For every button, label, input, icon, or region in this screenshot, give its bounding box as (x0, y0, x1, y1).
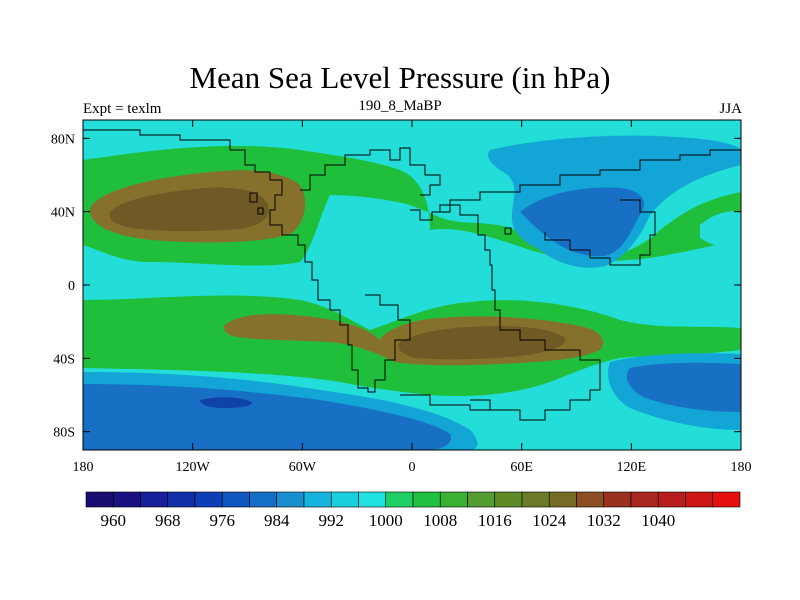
lon-tick-label: 120E (617, 460, 647, 475)
season-label: JJA (719, 101, 742, 117)
colorbar-swatch (657, 491, 686, 508)
lon-tick-label: 0 (409, 460, 416, 475)
lon-tick-label: 180 (731, 460, 752, 475)
colorbar-swatch (167, 491, 196, 508)
colorbar-swatch (439, 491, 468, 508)
colorbar-label: 1008 (423, 511, 457, 530)
coastline-island (249, 192, 258, 203)
coastlines (83, 129, 741, 421)
period-label: 190_8_MaBP (358, 98, 442, 114)
axis-ticks: 180 120W 60W 0 60E 120E 180 80N 40N 0 40S 80S (51, 120, 752, 475)
coastline-island-3 (504, 227, 512, 235)
colorbar-swatch (685, 491, 714, 508)
coastline-antarctic (400, 394, 500, 411)
field-blue-southeast (626, 362, 741, 412)
colorbar-label: 992 (319, 511, 345, 530)
colorbar-swatch (494, 491, 523, 508)
colorbar-swatch (249, 491, 278, 508)
colorbar-label: 968 (155, 511, 181, 530)
coastline-north-america (83, 129, 331, 310)
lat-tick-label: 40S (53, 352, 75, 367)
colorbar-label: 1040 (641, 511, 675, 530)
lat-tick-label: 80N (51, 132, 75, 147)
field-darkblue-south (118, 392, 339, 432)
coastline-asia (440, 149, 741, 213)
colorbar-swatch (221, 491, 250, 508)
pressure-field (83, 120, 741, 450)
colorbar-label: 960 (101, 511, 127, 530)
colorbar: 960 968 976 984 992 1000 1008 1016 1024 1032 1040 (85, 491, 741, 530)
coastline-greenland-europe (300, 147, 441, 196)
lon-tick-label: 60W (289, 460, 317, 475)
field-blue-asia (520, 187, 644, 257)
colorbar-swatch (712, 491, 741, 508)
colorbar-swatch (140, 491, 169, 508)
field-olive-south-core (398, 326, 566, 360)
colorbar-swatch (194, 491, 223, 508)
coastline-south-america (330, 294, 411, 393)
lat-tick-label: 40N (51, 206, 75, 221)
lon-tick-label: 180 (73, 460, 94, 475)
lat-tick-label: 0 (68, 279, 75, 294)
lat-tick-label: 80S (53, 426, 75, 441)
colorbar-label: 976 (210, 511, 236, 530)
colorbar-swatch (330, 491, 359, 508)
colorbar-swatch (576, 491, 605, 508)
colorbar-swatch (467, 491, 496, 508)
colorbar-label: 984 (264, 511, 290, 530)
lon-tick-label: 60E (510, 460, 533, 475)
field-deepblue-south (200, 397, 253, 408)
colorbar-label: 1000 (369, 511, 403, 530)
field-cyan-atlantic (312, 233, 379, 276)
colorbar-swatch (548, 491, 577, 508)
field-olive-north-core (109, 187, 269, 232)
colorbar-label: 1024 (532, 511, 567, 530)
colorbar-label: 1032 (587, 511, 621, 530)
colorbar-swatch (603, 491, 632, 508)
colorbar-swatch (112, 491, 141, 508)
colorbar-swatch (412, 491, 441, 508)
colorbar-swatch (630, 491, 659, 508)
colorbar-swatch (85, 491, 114, 508)
colorbar-swatch (385, 491, 414, 508)
field-cyan-east (700, 211, 741, 248)
coastline-east-asia (544, 199, 656, 266)
coastline-island-2 (257, 207, 264, 215)
colorbar-swatch (303, 491, 332, 508)
experiment-label: Expt = texlm (83, 101, 162, 117)
colorbar-swatch (521, 491, 550, 508)
colorbar-label: 1016 (478, 511, 512, 530)
lon-tick-label: 120W (176, 460, 211, 475)
map-title: Mean Sea Level Pressure (in hPa) (189, 60, 611, 95)
colorbar-swatch (276, 491, 305, 508)
colorbar-swatch (358, 491, 387, 508)
